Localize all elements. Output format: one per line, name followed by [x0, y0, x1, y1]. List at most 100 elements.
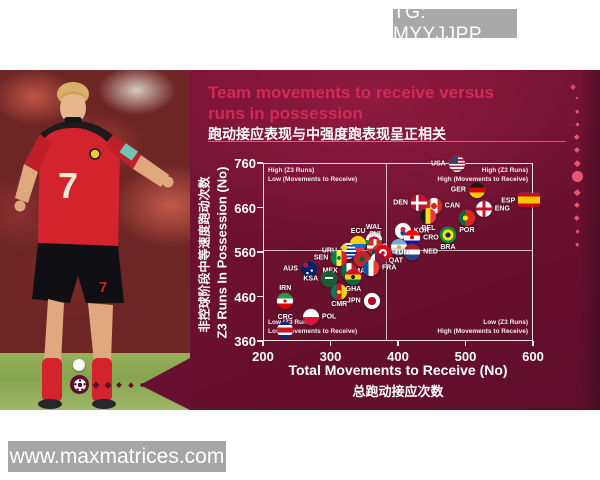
team-point-GER: GER — [451, 181, 485, 198]
header-divider — [208, 141, 566, 142]
team-label: CRO — [423, 234, 439, 242]
x-tick-label: 500 — [454, 349, 477, 364]
flag-IRN-icon — [277, 292, 294, 309]
svg-text:7: 7 — [99, 279, 107, 296]
team-label: ECU — [350, 227, 366, 235]
team-point-KSA: KSA — [303, 271, 338, 288]
team-point-CRC: CRC — [277, 314, 294, 339]
y-tick-mark — [257, 295, 263, 298]
y-axis-title-chinese: 非控球阶段中等速度跑动次数 — [197, 176, 212, 333]
team-label: AUS — [283, 265, 298, 273]
x-tick-mark — [262, 341, 264, 346]
tg-badge: TG: MYYJJPP — [393, 2, 517, 45]
team-label: CRC — [277, 314, 293, 322]
team-label: SUI — [369, 230, 381, 238]
plot-area — [263, 163, 533, 341]
team-point-SEN: SEN — [314, 249, 348, 266]
team-point-CRO: CRO — [404, 229, 439, 246]
team-label: NED — [423, 248, 438, 256]
team-point-JPN: JPN — [347, 292, 380, 309]
page-title: Team movements to receive versus runs in… — [208, 82, 494, 124]
flag-ENG-icon — [475, 200, 492, 217]
team-point-ESP: ESP — [501, 192, 541, 209]
team-point-IRN: IRN — [277, 285, 294, 309]
flag-GER-icon — [468, 181, 485, 198]
team-label: WAL — [365, 223, 382, 231]
y-tick-label: 360 — [234, 334, 256, 349]
player-illustration: 7 7 — [14, 82, 174, 409]
team-label: URU — [321, 247, 338, 255]
team-label: MAR — [354, 268, 371, 276]
y-tick-mark — [257, 162, 263, 164]
x-tick-mark — [397, 341, 399, 346]
team-label: ESP — [501, 197, 516, 205]
x-tick-mark — [464, 341, 467, 346]
flag-CRO-icon — [404, 229, 421, 246]
quadrant-label-top-left: High (Z3 Runs) Low (Movements to Receive) — [268, 167, 358, 183]
quadrant-label-bottom-left: Low (Z3 Runs) Low (Movements to Receive) — [268, 319, 358, 335]
flag-AUS-icon — [300, 261, 317, 278]
flag-BRA-icon — [439, 227, 456, 244]
flag-BEL-icon — [420, 207, 437, 224]
team-point-NED: NED — [404, 244, 438, 260]
flag-JPN-icon — [363, 292, 380, 309]
team-point-ENG: ENG — [475, 200, 510, 217]
flag-ESP-icon — [518, 192, 541, 207]
team-point-GHA: GHA — [345, 268, 362, 293]
team-label: USA — [430, 160, 446, 168]
team-point-BEL: BEL — [420, 207, 437, 232]
subtitle-chinese: 跑动接应表现与中强度跑表现呈正相关 — [208, 126, 446, 142]
team-point-USA: USA — [431, 155, 465, 172]
team-label: GHA — [345, 285, 362, 293]
bottom-bar: www.maxmatrices.com — [0, 410, 600, 480]
team-point-BRA: BRA — [439, 227, 456, 251]
team-label: ENG — [494, 205, 510, 213]
team-label: KSA — [303, 275, 319, 283]
flag-KSA-icon — [321, 271, 338, 288]
quadrant-label-bottom-right: Low (Z3 Runs) High (Movements to Receive) — [437, 319, 528, 335]
flag-USA-icon — [448, 155, 465, 172]
x-tick-label: 400 — [387, 349, 409, 364]
x-tick-mark — [329, 341, 332, 346]
flag-CRC-icon — [277, 322, 294, 339]
flag-POR-icon — [458, 210, 475, 227]
y-axis-title: Z3 Runs In Possession (No) — [214, 166, 230, 339]
team-label: SRB — [391, 248, 407, 256]
y-tick-label: 760 — [234, 156, 256, 171]
team-label: MEX — [323, 267, 338, 274]
team-point-POR: POR — [458, 210, 475, 234]
team-point-AUS: AUS — [283, 261, 317, 278]
ornament-dot — [571, 170, 583, 182]
team-label: BRA — [440, 244, 456, 252]
team-label: KOR — [413, 227, 430, 235]
team-label: SEN — [313, 254, 329, 262]
x-axis-title: Total Movements to Receive (No) — [288, 362, 508, 378]
y-tick-mark — [257, 251, 263, 253]
flag-POL-icon — [302, 309, 319, 326]
y-tick-label: 660 — [234, 200, 256, 216]
title-line1: Team movements to receive versus — [208, 83, 494, 102]
flag-GHA-icon — [345, 268, 362, 285]
team-label: FRA — [382, 264, 397, 272]
quadrant-label-top-right: High (Z3 Runs) High (Movements to Receive… — [437, 167, 528, 183]
y-tick-mark — [257, 206, 263, 209]
website-badge: www.maxmatrices.com — [8, 441, 226, 472]
team-point-CMR: CMR — [331, 284, 348, 308]
team-label: QAT — [388, 257, 404, 265]
x-tick-label: 600 — [522, 349, 544, 364]
soccer-ball — [73, 359, 85, 371]
x-tick-label: 200 — [252, 349, 274, 364]
flag-ARG-icon — [390, 238, 407, 255]
trail-dot — [128, 382, 133, 387]
y-tick-label: 460 — [234, 289, 256, 305]
flag-NED-icon — [404, 244, 421, 260]
x-axis-title-chinese: 总跑动接应次数 — [352, 384, 444, 399]
ornament-dot — [574, 121, 580, 127]
team-label: GER — [450, 186, 466, 194]
title-line2: runs in possession — [208, 104, 363, 123]
flag-SEN-icon — [331, 249, 348, 266]
team-label: BEL — [421, 224, 436, 232]
flag-CMR-icon — [331, 284, 348, 301]
team-point-FRA: FRA — [363, 260, 396, 277]
player-photo: 7 7 — [0, 70, 190, 410]
